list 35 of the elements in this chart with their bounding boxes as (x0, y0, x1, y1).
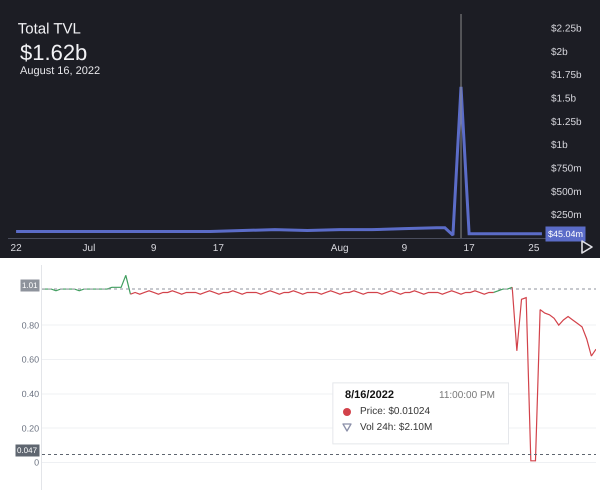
x-tick-label: 17 (464, 243, 476, 254)
y-tick-label: $1.25b (551, 116, 582, 128)
line-series (14, 85, 544, 237)
y-tick-label: 0.20 (22, 423, 40, 434)
x-tick-label: 17 (212, 243, 224, 254)
y-tick-label: $750m (551, 164, 582, 174)
annotation: 11:00:00 PM (439, 390, 495, 401)
y-tick-label: $500m (551, 186, 582, 198)
x-tick-label: Jul (82, 243, 96, 254)
y-tick-label: 0.40 (22, 388, 40, 399)
y-tick-label: 0.60 (22, 354, 40, 365)
x-tick-label: Aug (330, 243, 349, 254)
annotation: Vol 24h: $2.10M (360, 422, 432, 433)
annotation: $45.04m (548, 229, 584, 239)
line-series (42, 274, 132, 295)
ref-line-label: 0.047 (17, 446, 38, 455)
line-series (512, 286, 596, 462)
y-tick-label: $2.25b (551, 24, 582, 34)
annotation: 8/16/2022 (345, 389, 394, 401)
chart-title: Total TVL (18, 20, 81, 38)
text: $1.62b (20, 40, 88, 65)
y-tick-label: $1.75b (551, 70, 582, 82)
y-tick-label: 0.80 (22, 320, 40, 330)
y-tick-label: $1.5b (551, 94, 576, 104)
x-tick-label: 25 (528, 243, 540, 254)
x-tick-label: 9 (150, 243, 157, 254)
y-tick-label: 0 (34, 458, 40, 468)
y-tick-label: $250m (551, 210, 582, 222)
y-tick-label: $2b (551, 46, 568, 58)
ref-line-label: 1.01 (22, 281, 38, 290)
y-tick-label: $1b (551, 140, 568, 152)
x-tick-label: 9 (402, 243, 408, 254)
annotation: Price: $0.01024 (360, 406, 430, 417)
x-tick-label: 22 (10, 243, 22, 254)
annotation: August 16, 2022 (20, 65, 100, 77)
